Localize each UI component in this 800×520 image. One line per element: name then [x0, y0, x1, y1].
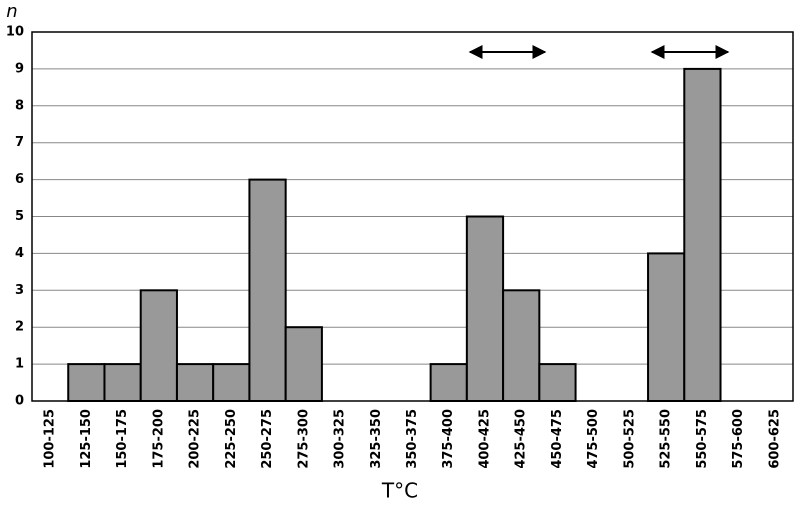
y-tick-label: 3 — [15, 283, 24, 298]
plot-frame — [31, 31, 794, 402]
bar — [248, 178, 287, 402]
bar — [175, 363, 215, 403]
y-tick-label: 0 — [15, 394, 24, 409]
x-tick-label: 275-300 — [296, 409, 311, 469]
x-tick-label: 400-425 — [477, 409, 492, 469]
y-tick-label: 6 — [15, 172, 24, 187]
x-tick-label: 450-475 — [550, 409, 565, 469]
bar — [139, 289, 178, 402]
x-axis-label: T°C — [381, 479, 418, 503]
bar — [103, 363, 142, 403]
x-tick-label: 575-600 — [731, 409, 746, 469]
x-tick-label: 175-200 — [151, 409, 166, 469]
x-tick-label: 475-500 — [586, 409, 601, 469]
y-tick-label: 2 — [15, 320, 24, 335]
bar — [502, 289, 541, 402]
x-tick-label: 600-625 — [767, 409, 782, 469]
y-tick-label: 8 — [15, 98, 24, 113]
bar — [683, 67, 722, 403]
bar — [647, 252, 686, 402]
bar — [284, 326, 323, 403]
x-tick-label: 300-325 — [333, 409, 348, 469]
x-tick-label: 125-150 — [79, 409, 94, 469]
x-tick-label: 525-550 — [659, 409, 674, 469]
x-tick-label: 325-350 — [369, 409, 384, 469]
y-tick-label: 1 — [15, 357, 24, 372]
y-tick-label: 9 — [15, 61, 24, 76]
bar — [429, 363, 468, 403]
y-tick-label: 4 — [15, 246, 24, 261]
y-tick-label: 7 — [15, 135, 24, 150]
x-tick-label: 250-275 — [260, 409, 275, 469]
bar — [538, 363, 577, 403]
x-tick-label: 100-125 — [43, 409, 58, 469]
y-tick-label: 5 — [15, 209, 24, 224]
x-tick-label: 550-575 — [695, 409, 710, 469]
y-axis-label: n — [6, 1, 17, 22]
bar — [465, 215, 505, 402]
x-tick-label: 425-450 — [514, 409, 529, 469]
x-tick-label: 375-400 — [441, 409, 456, 469]
x-tick-label: 150-175 — [115, 409, 130, 469]
bar — [67, 363, 106, 403]
x-tick-label: 500-525 — [622, 409, 637, 469]
x-tick-label: 350-375 — [405, 409, 420, 469]
y-tick-label: 10 — [6, 25, 24, 40]
bar — [212, 363, 251, 403]
x-tick-label: 225-250 — [224, 409, 239, 469]
x-tick-label: 200-225 — [188, 409, 203, 469]
